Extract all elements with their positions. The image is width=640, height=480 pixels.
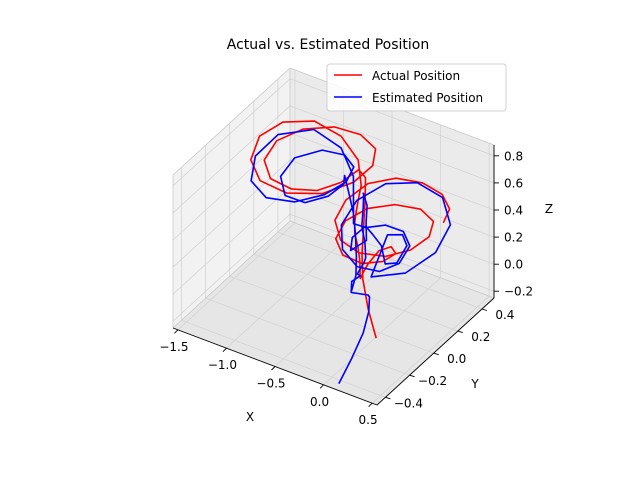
grid-z-back-0	[289, 213, 495, 292]
tick-marks: −1.5−1.0−0.50.00.5−0.4−0.20.00.20.4−0.20…	[159, 145, 533, 427]
series-layer	[250, 120, 452, 384]
x-tick-4	[368, 402, 373, 408]
y-tick-4	[481, 308, 488, 311]
grid-y-floor-2	[229, 275, 434, 354]
grid-z-back-5	[289, 78, 495, 157]
y-tick-1	[409, 374, 415, 378]
grid-z-back-4	[289, 105, 495, 184]
grid-z-side-1	[172, 186, 291, 295]
x-tick-label-2: −0.5	[256, 377, 285, 391]
edge-floor-back	[289, 220, 495, 299]
x-tick-0	[174, 329, 179, 334]
z-tick-label-4: 0.6	[504, 176, 523, 190]
series-line-estimated	[250, 128, 452, 384]
grid-z-back-1	[289, 186, 495, 265]
chart-title: Actual vs. Estimated Position	[227, 37, 429, 53]
grid-x-floor-1	[226, 240, 344, 349]
x-axis-label: X	[246, 410, 254, 424]
x-tick-label-4: 0.5	[359, 413, 378, 427]
y-tick-label-4: 0.4	[495, 308, 514, 322]
z-tick-label-5: 0.8	[504, 149, 523, 163]
y-tick-3	[457, 330, 463, 334]
grid-z-back-2	[289, 159, 495, 238]
legend: Actual Position Estimated Position	[326, 63, 507, 112]
grid-z-side-4	[172, 105, 291, 214]
x-tick-label-0: −1.5	[159, 340, 188, 354]
y-axis-line	[376, 297, 495, 406]
grid-z-back-3	[289, 132, 495, 211]
x-tick-1	[222, 347, 227, 353]
grid-z-side-0	[172, 213, 291, 322]
z-tick-label-3: 0.4	[504, 204, 523, 218]
grid-x-floor-0	[177, 222, 296, 331]
legend-frame	[326, 63, 507, 112]
y-tick-label-1: −0.2	[418, 374, 447, 388]
z-axis-label: Z	[545, 202, 553, 216]
z-tick-label-0: −0.2	[504, 285, 533, 299]
y-tick-label-2: 0.0	[447, 352, 466, 366]
grid-x-floor-4	[371, 295, 490, 404]
y-tick-label-3: 0.2	[471, 330, 490, 344]
y-axis-label: Y	[470, 377, 479, 391]
grid-z-side-5	[172, 78, 291, 187]
x-tick-label-3: 0.0	[310, 395, 329, 409]
edge-top-left	[172, 67, 291, 176]
x-tick-label-1: −1.0	[208, 358, 237, 372]
x-tick-2	[271, 366, 276, 371]
y-tick-2	[433, 352, 439, 356]
z-tick-label-2: 0.2	[504, 231, 523, 245]
x-tick-3	[319, 384, 324, 389]
legend-label-estimated: Estimated Position	[372, 91, 483, 105]
grid-lines	[172, 69, 495, 404]
y-tick-label-0: −0.4	[394, 396, 423, 410]
axis-panes	[173, 68, 494, 405]
grid-x-floor-3	[323, 277, 441, 386]
z-tick-label-1: 0.0	[504, 258, 523, 272]
grid-y-floor-1	[205, 297, 410, 376]
edge-floor-left	[172, 220, 291, 329]
legend-label-actual: Actual Position	[372, 69, 460, 83]
grid-y-floor-0	[181, 319, 386, 398]
y-tick-0	[385, 396, 391, 400]
